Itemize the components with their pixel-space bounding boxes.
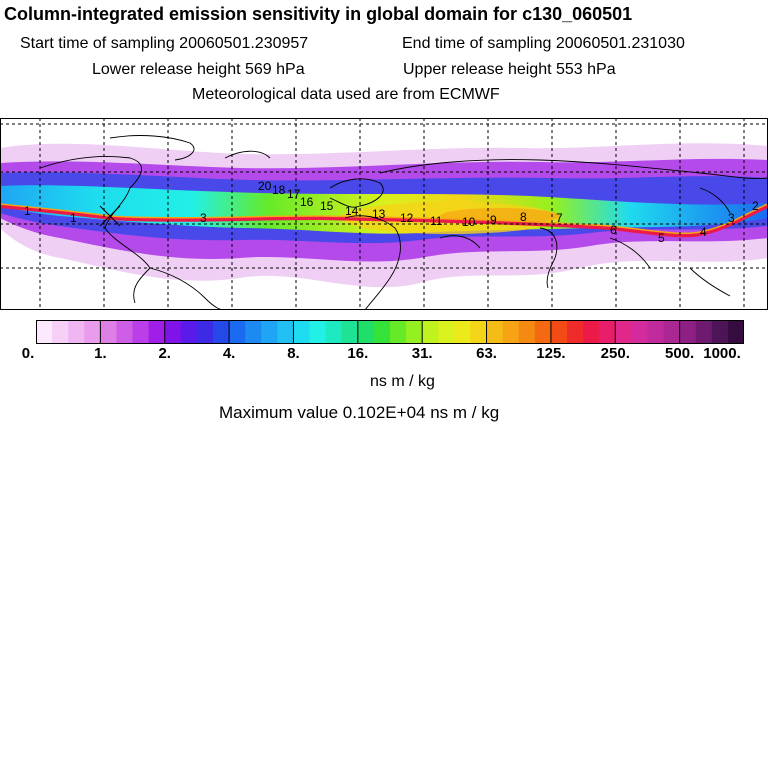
- map-label: 20: [258, 179, 272, 193]
- colorbar-tick-label: 1.: [94, 345, 107, 362]
- colorbar-cell: [567, 320, 584, 344]
- colorbar-cell: [309, 320, 327, 344]
- colorbar-cell: [116, 320, 133, 344]
- map-label: 7: [556, 211, 563, 225]
- sensitivity-map: 1 1 3 20 18 17 16 15 14 13 12 11 10 9 8 …: [0, 118, 768, 310]
- colorbar-tick-label: 63.: [476, 345, 497, 362]
- map-label: 13: [372, 207, 386, 221]
- map-label: 17: [287, 187, 301, 201]
- lower-height-text: Lower release height 569 hPa: [92, 61, 305, 78]
- colorbar-cell: [631, 320, 648, 344]
- map-label: 11: [430, 214, 443, 228]
- colorbar-cell: [534, 320, 552, 344]
- colorbar-cell: [245, 320, 262, 344]
- colorbar-cell: [486, 320, 504, 344]
- map-label: 4: [700, 225, 707, 239]
- colorbar-cell: [454, 320, 471, 344]
- colorbar-cell: [261, 320, 278, 344]
- start-time-text: Start time of sampling 20060501.230957: [20, 35, 309, 52]
- colorbar-cell: [599, 320, 616, 344]
- met-data-text: Meteorological data used are from ECMWF: [192, 86, 500, 103]
- colorbar-cell: [229, 320, 246, 344]
- colorbar-tick-label: 250.: [600, 345, 630, 362]
- colorbar-cell: [406, 320, 423, 344]
- colorbar-units: ns m / kg: [370, 373, 435, 390]
- colorbar-cell: [84, 320, 101, 344]
- graticule: [0, 118, 768, 310]
- colorbar-cell: [164, 320, 182, 344]
- map-label: 10: [462, 215, 476, 229]
- colorbar-cell: [438, 320, 455, 344]
- colorbar-cell: [518, 320, 536, 344]
- map-label: 3: [728, 211, 735, 225]
- colorbar-cell: [148, 320, 166, 344]
- colorbar-tick-label: 2.: [158, 345, 171, 362]
- map-label: 3: [200, 211, 207, 225]
- colorbar-cell: [68, 320, 85, 344]
- colorbar-cell: [727, 320, 744, 344]
- upper-height-text: Upper release height 553 hPa: [403, 61, 616, 78]
- colorbar-tick-label: 125.: [536, 345, 566, 362]
- map-label: 1: [70, 211, 77, 225]
- colorbar-cell: [52, 320, 69, 344]
- end-time-text: End time of sampling 20060501.231030: [402, 35, 685, 52]
- map-label: 14: [345, 204, 359, 218]
- colorbar-cell: [647, 320, 664, 344]
- colorbar-cell: [180, 320, 198, 344]
- release-point-marker: [99, 205, 121, 227]
- colorbar-cell: [36, 320, 53, 344]
- colorbar-cell: [470, 320, 487, 344]
- colorbar-tick-label: 8.: [287, 345, 300, 362]
- colorbar-cell: [277, 320, 294, 344]
- colorbar-cell: [341, 320, 359, 344]
- map-label: 9: [490, 213, 497, 227]
- map-label: 6: [610, 223, 617, 237]
- colorbar: [36, 320, 744, 344]
- map-label: 16: [300, 195, 314, 209]
- colorbar-tick-label: 0.: [21, 345, 35, 362]
- map-label: 1: [24, 204, 31, 218]
- colorbar-cell: [132, 320, 150, 344]
- colorbar-tick-label: 4.: [222, 345, 236, 362]
- colorbar-tick-label: 1000.: [703, 345, 741, 362]
- colorbar-cell: [502, 320, 520, 344]
- colorbar-tick-label: 500.: [665, 345, 695, 362]
- colorbar-cell: [196, 320, 214, 344]
- colorbar-cell: [373, 320, 391, 344]
- colorbar-tick-label: 16.: [347, 345, 369, 362]
- colorbar-cell: [615, 320, 632, 344]
- colorbar-cell: [663, 320, 681, 344]
- map-label: 5: [658, 231, 665, 245]
- map-label: 2: [752, 199, 759, 213]
- map-label: 8: [520, 210, 527, 224]
- colorbar-cell: [293, 320, 310, 344]
- colorbar-cell: [711, 320, 729, 344]
- colorbar-cell: [422, 320, 439, 344]
- maximum-value-text: Maximum value 0.102E+04 ns m / kg: [219, 403, 500, 422]
- colorbar-cell: [390, 320, 407, 344]
- colorbar-frame: [36, 320, 744, 344]
- colorbar-cell: [357, 320, 375, 344]
- map-label: 12: [400, 211, 414, 225]
- colorbar-cell: [695, 320, 713, 344]
- colorbar-cell: [679, 320, 697, 344]
- colorbar-cell: [100, 320, 117, 344]
- colorbar-tick-label: 31.: [411, 345, 433, 362]
- map-label: 18: [272, 183, 286, 197]
- colorbar-cell: [325, 320, 343, 344]
- figure-title: Column-integrated emission sensitivity i…: [4, 4, 633, 24]
- colorbar-cell: [550, 320, 568, 344]
- colorbar-cell: [213, 320, 230, 344]
- map-label: 15: [320, 199, 334, 213]
- colorbar-cell: [583, 320, 600, 344]
